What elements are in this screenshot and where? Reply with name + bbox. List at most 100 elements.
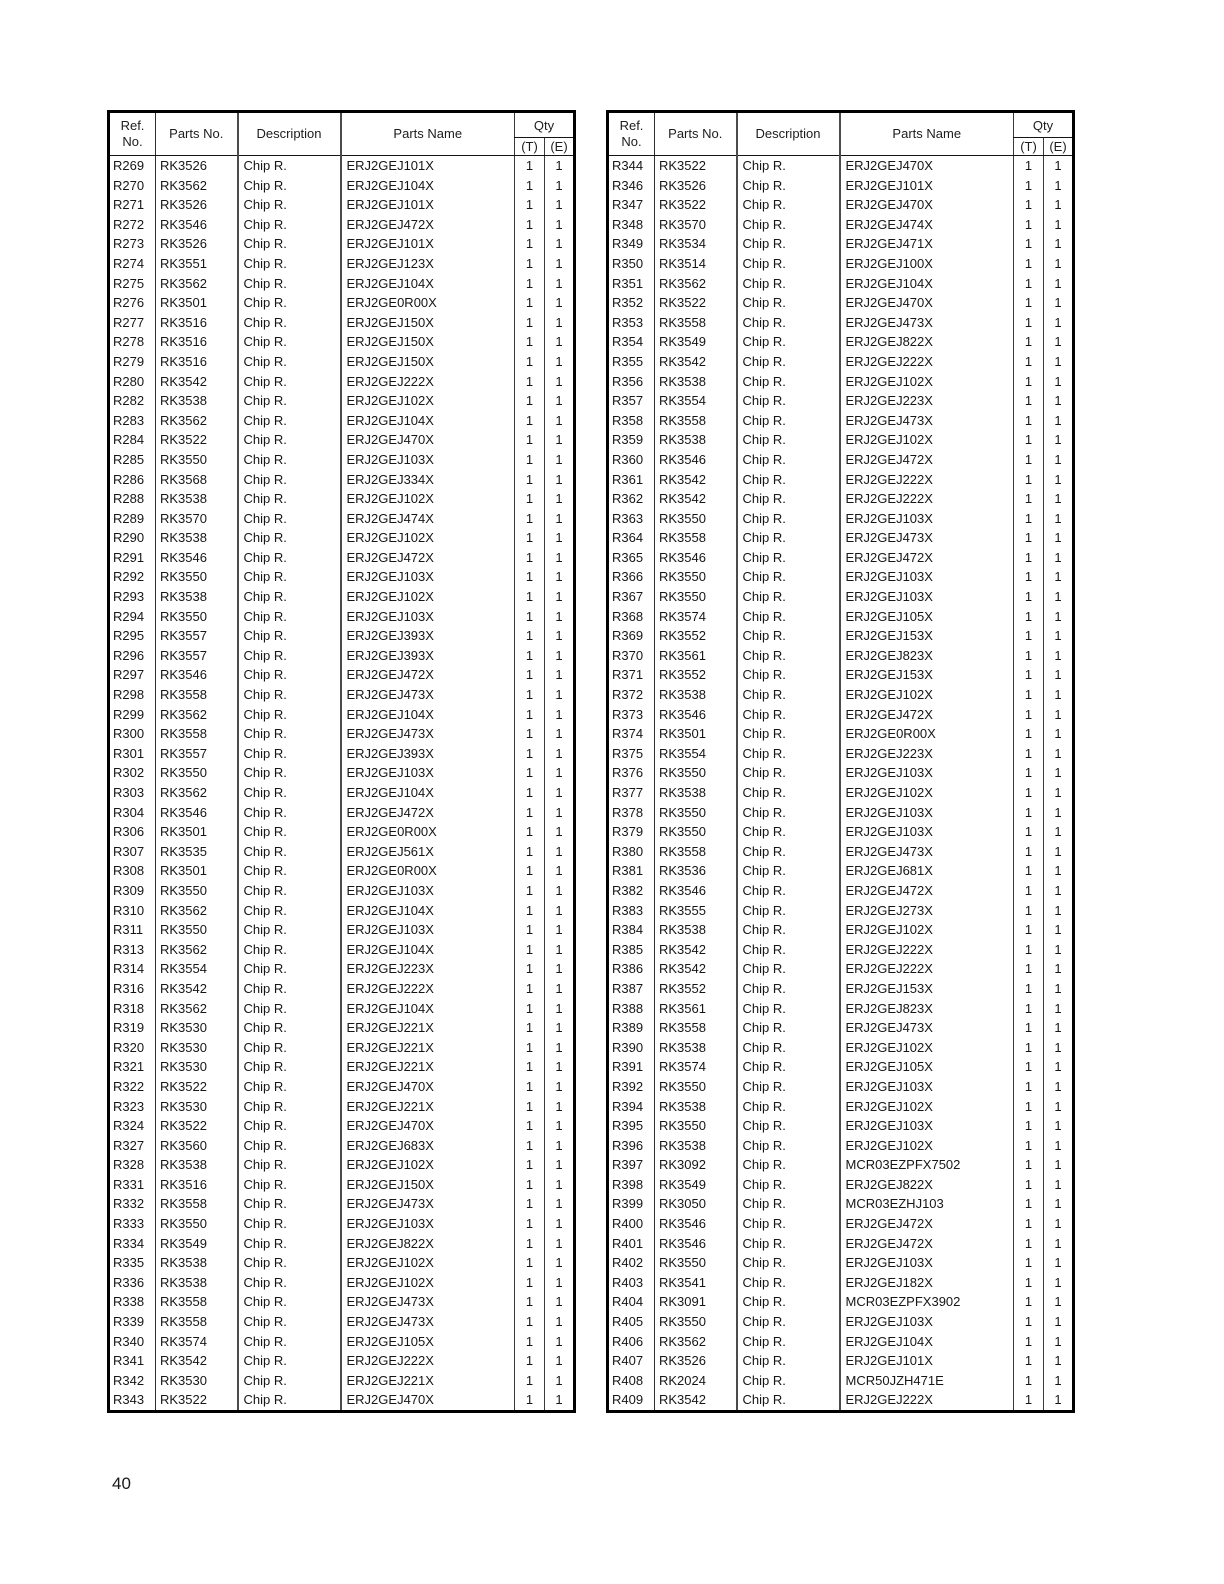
description-cell: Chip R. xyxy=(735,1116,840,1136)
qty-e-cell: 1 xyxy=(544,1076,575,1097)
qty-t-cell: 1 xyxy=(514,410,545,431)
ref-no-cell: R357 xyxy=(607,391,655,411)
table-row: R313 RK3562 Chip R. ERJ2GEJ104X 1 1 xyxy=(108,939,575,960)
qty-e-cell: 1 xyxy=(1043,508,1074,529)
parts-name-cell: ERJ2GEJ471X xyxy=(838,234,1014,254)
table-row: R274 RK3551 Chip R. ERJ2GEJ123X 1 1 xyxy=(108,253,575,274)
qty-t-cell: 1 xyxy=(514,763,545,783)
description-cell: Chip R. xyxy=(236,665,341,686)
ref-no-cell: R341 xyxy=(108,1351,156,1371)
table-row: R375 RK3554 Chip R. ERJ2GEJ223X 1 1 xyxy=(607,743,1074,764)
parts-name-cell: ERJ2GEJ472X xyxy=(838,880,1014,901)
parts-name-cell: ERJ2GEJ222X xyxy=(339,1351,515,1371)
description-cell: Chip R. xyxy=(735,900,840,921)
description-cell: Chip R. xyxy=(735,1312,840,1332)
table-row: R352 RK3522 Chip R. ERJ2GEJ470X 1 1 xyxy=(607,293,1074,313)
parts-no-cell: RK3562 xyxy=(654,1331,737,1352)
ref-no-cell: R271 xyxy=(108,195,156,215)
parts-no-cell: RK3561 xyxy=(654,998,737,1019)
description-cell: Chip R. xyxy=(735,195,840,215)
parts-name-cell: ERJ2GEJ103X xyxy=(339,763,515,783)
ref-no-cell: R372 xyxy=(607,685,655,705)
table-row: R335 RK3538 Chip R. ERJ2GEJ102X 1 1 xyxy=(108,1253,575,1273)
qty-t-cell: 1 xyxy=(514,1096,545,1117)
parts-no-cell: RK3550 xyxy=(155,606,238,627)
description-cell: Chip R. xyxy=(236,1174,341,1195)
qty-e-cell: 1 xyxy=(1043,978,1074,999)
ref-no-cell: R314 xyxy=(108,959,156,979)
parts-name-cell: ERJ2GEJ102X xyxy=(339,1272,515,1293)
table-row: R279 RK3516 Chip R. ERJ2GEJ150X 1 1 xyxy=(108,351,575,372)
ref-no-cell: R339 xyxy=(108,1312,156,1332)
description-cell: Chip R. xyxy=(236,1351,341,1371)
qty-t-cell: 1 xyxy=(1013,1096,1044,1117)
parts-name-cell: ERJ2GEJ150X xyxy=(339,312,515,333)
description-cell: Chip R. xyxy=(236,802,341,823)
description-cell: Chip R. xyxy=(236,371,341,392)
parts-no-cell: RK3550 xyxy=(654,1312,737,1332)
parts-name-cell: ERJ2GEJ561X xyxy=(339,841,515,862)
qty-e-cell: 1 xyxy=(544,547,575,568)
parts-name-cell: ERJ2GEJ103X xyxy=(838,763,1014,783)
parts-no-cell: RK3546 xyxy=(155,802,238,823)
parts-no-cell: RK3574 xyxy=(155,1331,238,1352)
qty-t-cell: 1 xyxy=(1013,547,1044,568)
table-row: R308 RK3501 Chip R. ERJ2GE0R00X 1 1 xyxy=(108,861,575,881)
table-row: R276 RK3501 Chip R. ERJ2GE0R00X 1 1 xyxy=(108,293,575,313)
qty-e-cell: 1 xyxy=(544,1135,575,1156)
parts-no-cell: RK3522 xyxy=(654,195,737,215)
description-cell: Chip R. xyxy=(735,1018,840,1038)
parts-no-cell: RK3534 xyxy=(654,234,737,254)
parts-table-right: Ref. No. Parts No. Description Parts Nam… xyxy=(606,110,1075,1413)
parts-name-cell: ERJ2GEJ103X xyxy=(838,1116,1014,1136)
table-row: R292 RK3550 Chip R. ERJ2GEJ103X 1 1 xyxy=(108,567,575,588)
qty-e-cell: 1 xyxy=(1043,1037,1074,1058)
qty-e-cell: 1 xyxy=(1043,665,1074,686)
ref-no-cell: R352 xyxy=(607,293,655,313)
qty-t-cell: 1 xyxy=(1013,508,1044,529)
parts-name-cell: ERJ2GEJ472X xyxy=(838,1214,1014,1234)
ref-no-cell: R280 xyxy=(108,371,156,392)
parts-no-cell: RK3550 xyxy=(654,822,737,842)
table-row: R351 RK3562 Chip R. ERJ2GEJ104X 1 1 xyxy=(607,273,1074,294)
ref-no-cell: R355 xyxy=(607,351,655,372)
parts-name-cell: ERJ2GEJ102X xyxy=(838,783,1014,803)
parts-no-cell: RK3538 xyxy=(654,685,737,705)
table-row: R387 RK3552 Chip R. ERJ2GEJ153X 1 1 xyxy=(607,978,1074,999)
table-row: R344 RK3522 Chip R. ERJ2GEJ470X 1 1 xyxy=(607,155,1074,176)
qty-e-cell: 1 xyxy=(1043,1351,1074,1371)
parts-name-cell: ERJ2GEJ473X xyxy=(339,1312,515,1332)
parts-name-cell: ERJ2GEJ150X xyxy=(339,351,515,372)
parts-no-cell: RK3516 xyxy=(155,332,238,352)
parts-name-cell: ERJ2GEJ683X xyxy=(339,1135,515,1156)
qty-t-cell: 1 xyxy=(514,1214,545,1234)
ref-no-cell: R376 xyxy=(607,763,655,783)
qty-e-cell: 1 xyxy=(544,371,575,392)
table-row: R285 RK3550 Chip R. ERJ2GEJ103X 1 1 xyxy=(108,449,575,470)
ref-no-cell: R321 xyxy=(108,1057,156,1077)
table-row: R339 RK3558 Chip R. ERJ2GEJ473X 1 1 xyxy=(108,1312,575,1332)
qty-t-cell: 1 xyxy=(514,880,545,901)
qty-e-cell: 1 xyxy=(1043,959,1074,979)
parts-name-cell: ERJ2GEJ153X xyxy=(838,978,1014,999)
table-row: R270 RK3562 Chip R. ERJ2GEJ104X 1 1 xyxy=(108,175,575,196)
parts-name-cell: ERJ2GEJ474X xyxy=(339,508,515,529)
table-row: R382 RK3546 Chip R. ERJ2GEJ472X 1 1 xyxy=(607,880,1074,901)
parts-name-cell: ERJ2GEJ473X xyxy=(838,312,1014,333)
qty-e-cell: 1 xyxy=(1043,998,1074,1019)
table-row: R290 RK3538 Chip R. ERJ2GEJ102X 1 1 xyxy=(108,528,575,548)
qty-e-cell: 1 xyxy=(1043,587,1074,607)
description-cell: Chip R. xyxy=(735,606,840,627)
description-cell: Chip R. xyxy=(236,959,341,979)
parts-name-cell: ERJ2GEJ103X xyxy=(838,567,1014,588)
ref-no-cell: R303 xyxy=(108,783,156,803)
parts-name-cell: ERJ2GEJ393X xyxy=(339,626,515,646)
description-cell: Chip R. xyxy=(735,685,840,705)
description-cell: Chip R. xyxy=(735,391,840,411)
qty-e-cell: 1 xyxy=(1043,606,1074,627)
parts-no-cell: RK3538 xyxy=(654,783,737,803)
ref-no-cell: R306 xyxy=(108,822,156,842)
ref-no-cell: R332 xyxy=(108,1194,156,1215)
qty-t-cell: 1 xyxy=(1013,1253,1044,1273)
description-cell: Chip R. xyxy=(735,567,840,588)
